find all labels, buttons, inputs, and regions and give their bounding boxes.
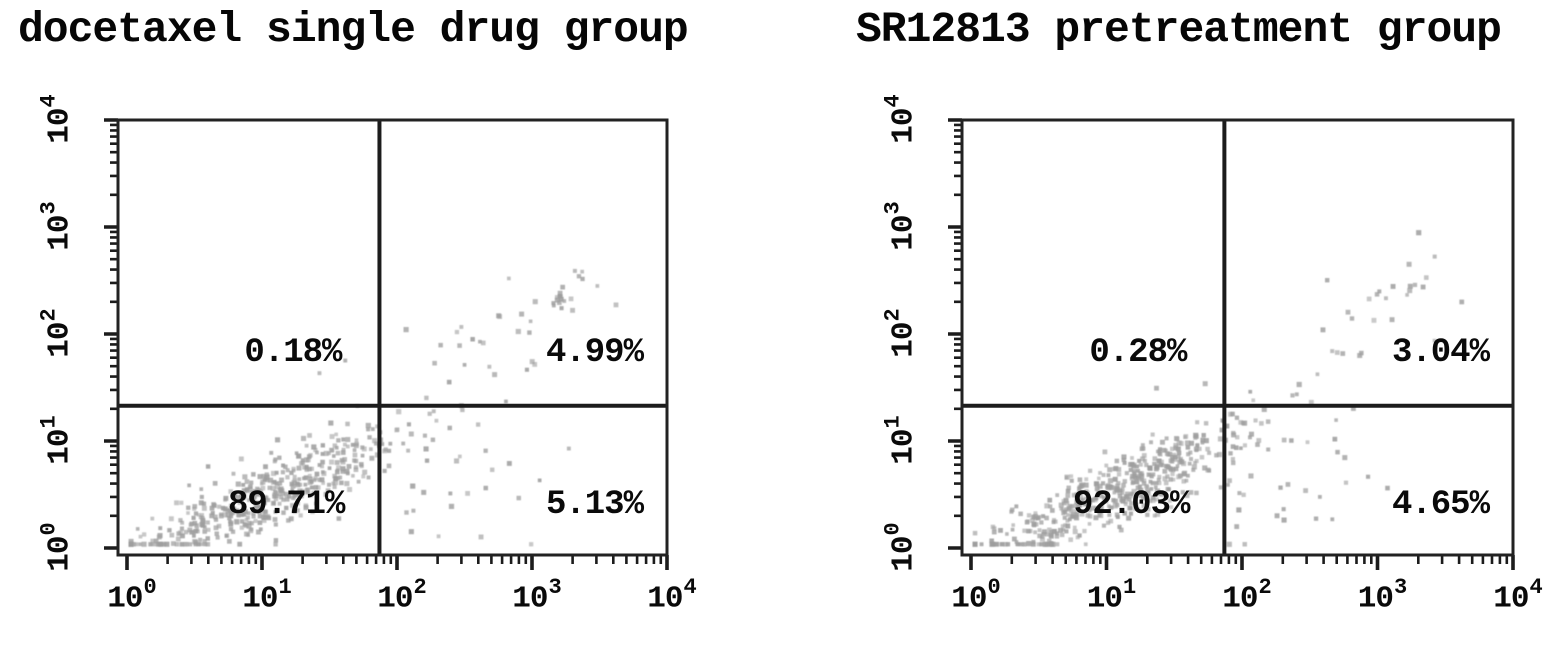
y-tick-label: 101 bbox=[36, 416, 78, 465]
quadrant-percent-upper-left: 0.28% bbox=[1089, 333, 1187, 372]
quadrant-percent-lower-left: 92.03% bbox=[1072, 486, 1190, 524]
quadrant-percent-upper-right: 3.04% bbox=[1391, 333, 1490, 372]
y-tick-label: 101 bbox=[880, 416, 922, 465]
x-tick-label: 101 bbox=[1086, 575, 1136, 617]
y-tick-label: 102 bbox=[36, 309, 78, 358]
x-tick-label: 101 bbox=[242, 575, 291, 617]
flow-plot-sr12813: SR12813 pretreatment group 0.28% 3.04% 9… bbox=[800, 0, 1559, 657]
y-tick-label: 102 bbox=[880, 309, 922, 358]
axis-minor-ticks bbox=[954, 123, 1509, 564]
axis-major-ticks bbox=[948, 118, 1515, 570]
plot-title: SR12813 pretreatment group bbox=[856, 5, 1502, 54]
scatter-dots bbox=[972, 230, 1465, 547]
y-tick-label: 103 bbox=[880, 202, 922, 251]
quadrant-percent-upper-right: 4.99% bbox=[545, 333, 644, 372]
x-tick-label: 102 bbox=[377, 575, 426, 617]
x-tick-label: 102 bbox=[1222, 575, 1271, 617]
scatter-plot-area bbox=[104, 118, 669, 570]
x-tick-label: 100 bbox=[951, 575, 1000, 617]
x-tick-label: 104 bbox=[1493, 575, 1542, 617]
y-tick-label: 100 bbox=[880, 523, 922, 572]
quadrant-percent-lower-right: 4.65% bbox=[1391, 486, 1490, 524]
plot-title: docetaxel single drug group bbox=[18, 5, 689, 54]
scatter-dots bbox=[128, 268, 619, 547]
quadrant-percent-upper-left: 0.18% bbox=[244, 333, 342, 372]
flow-plot-docetaxel: docetaxel single drug group 0.18% 4.99% … bbox=[0, 0, 760, 657]
quadrant-percent-lower-right: 5.13% bbox=[545, 486, 644, 524]
x-tick-label: 103 bbox=[512, 575, 561, 617]
y-tick-label: 103 bbox=[36, 202, 78, 251]
scatter-plot-area bbox=[948, 118, 1515, 570]
quadrant-percent-lower-left: 89.71% bbox=[228, 486, 345, 524]
y-tick-label: 104 bbox=[880, 95, 922, 144]
axis-major-ticks bbox=[104, 118, 669, 570]
x-tick-label: 104 bbox=[647, 575, 696, 617]
plot-border bbox=[960, 118, 1515, 557]
y-tick-label: 100 bbox=[36, 523, 78, 572]
x-tick-label: 103 bbox=[1357, 575, 1407, 617]
y-tick-label: 104 bbox=[36, 95, 78, 144]
x-tick-label: 100 bbox=[107, 575, 156, 617]
plot-border bbox=[116, 118, 669, 557]
axis-minor-ticks bbox=[110, 123, 663, 564]
